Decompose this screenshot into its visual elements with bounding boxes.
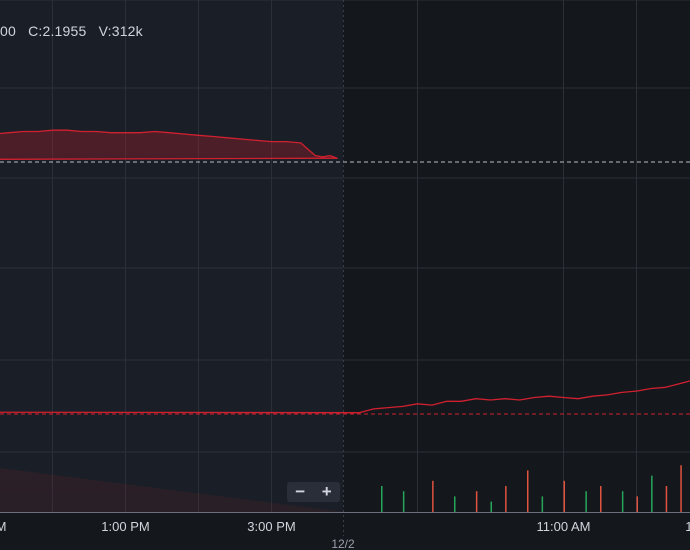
price-line — [0, 129, 690, 414]
volume-bar — [527, 470, 529, 512]
volume-bar — [621, 491, 624, 512]
x-tick-label: 1:00 PM — [101, 519, 149, 534]
price-area-fill — [0, 130, 343, 512]
zoom-in-button[interactable]: + — [321, 482, 332, 501]
volume-bar — [490, 501, 492, 512]
zoom-controls: − + — [287, 482, 340, 502]
volume-bar — [432, 480, 434, 512]
x-tick-label: 3:00 PM — [247, 519, 295, 534]
day-separator-label: 12/2 — [331, 537, 355, 550]
volume-bar — [636, 496, 638, 512]
volume-bar — [585, 491, 587, 512]
volume-bar — [651, 475, 653, 512]
previous-session-background — [0, 0, 343, 512]
volume-bar — [475, 491, 478, 512]
volume-value: V:312k — [98, 23, 143, 39]
x-tick-label: 11:00 AM — [0, 519, 6, 534]
volume-bar — [505, 486, 507, 512]
volume-bar — [600, 486, 602, 512]
zoom-out-button[interactable]: − — [295, 482, 306, 501]
volume-bar — [454, 496, 456, 512]
volume-bar — [402, 491, 405, 512]
open-value-fragment: 00 — [0, 23, 16, 39]
volume-bar — [563, 480, 565, 512]
volume-bar — [665, 486, 668, 512]
volume-bar — [680, 465, 682, 512]
x-tick-label: 11:00 AM — [537, 519, 591, 534]
ohlc-legend: 00 C:2.1955 V:312k — [0, 23, 151, 39]
x-tick-label: 1:00 PM — [685, 519, 690, 534]
volume-bar — [541, 496, 544, 512]
close-value: C:2.1955 — [28, 23, 87, 39]
volume-bar — [381, 486, 383, 512]
